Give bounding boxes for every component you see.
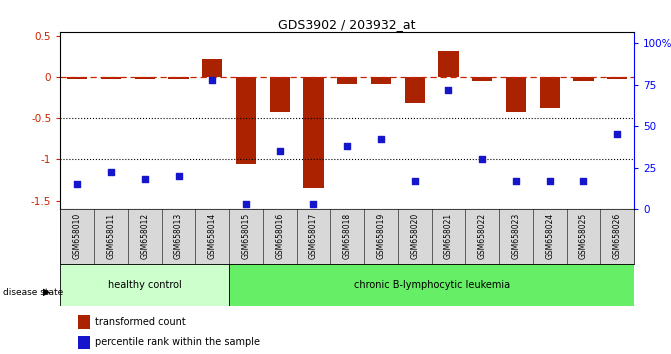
Bar [506, 77, 526, 112]
Text: GSM658013: GSM658013 [174, 213, 183, 259]
Text: chronic B-lymphocytic leukemia: chronic B-lymphocytic leukemia [354, 280, 510, 290]
Bar [67, 77, 87, 79]
Point [544, 178, 555, 184]
Point [173, 173, 184, 179]
Text: percentile rank within the sample: percentile rank within the sample [95, 337, 260, 348]
Point [241, 201, 252, 207]
Bar [405, 77, 425, 103]
Point [105, 170, 116, 175]
Point [308, 201, 319, 207]
Bar [168, 77, 189, 79]
Text: ▶: ▶ [43, 287, 50, 297]
Title: GDS3902 / 203932_at: GDS3902 / 203932_at [278, 18, 416, 31]
Bar [303, 77, 323, 188]
Point [342, 143, 353, 149]
Bar [202, 59, 222, 77]
Text: GSM658025: GSM658025 [579, 213, 588, 259]
Text: disease state: disease state [3, 287, 64, 297]
Bar [60, 264, 229, 306]
Text: GSM658015: GSM658015 [242, 213, 250, 259]
Text: GSM658026: GSM658026 [613, 213, 622, 259]
Text: GSM658016: GSM658016 [275, 213, 285, 259]
Text: GSM658010: GSM658010 [72, 213, 82, 259]
Text: GSM658023: GSM658023 [511, 213, 521, 259]
Bar [607, 77, 627, 79]
Text: healthy control: healthy control [108, 280, 182, 290]
Text: GSM658021: GSM658021 [444, 213, 453, 259]
Point [612, 132, 623, 137]
Bar [101, 77, 121, 79]
Bar [135, 77, 155, 79]
Text: GSM658012: GSM658012 [140, 213, 149, 259]
Bar [229, 264, 634, 306]
Text: GSM658022: GSM658022 [478, 213, 486, 259]
Bar [236, 77, 256, 164]
Text: GSM658011: GSM658011 [107, 213, 115, 259]
Bar [438, 51, 458, 77]
Point [140, 176, 150, 182]
Bar [539, 77, 560, 108]
Bar [472, 77, 493, 81]
Text: transformed count: transformed count [95, 317, 186, 327]
Point [207, 77, 217, 83]
Bar [573, 77, 594, 81]
Bar [78, 336, 90, 349]
Text: GSM658018: GSM658018 [343, 213, 352, 259]
Text: GSM658017: GSM658017 [309, 213, 318, 259]
Point [72, 181, 83, 187]
Point [376, 137, 386, 142]
Point [477, 156, 488, 162]
Text: GSM658024: GSM658024 [546, 213, 554, 259]
Bar [337, 77, 358, 84]
Text: GSM658020: GSM658020 [410, 213, 419, 259]
Text: GSM658019: GSM658019 [376, 213, 386, 259]
Bar [270, 77, 290, 112]
Point [409, 178, 420, 184]
Point [578, 178, 589, 184]
Point [443, 87, 454, 93]
Point [511, 178, 521, 184]
Bar [371, 77, 391, 84]
Text: GSM658014: GSM658014 [208, 213, 217, 259]
Point [274, 148, 285, 154]
Bar [78, 315, 90, 329]
